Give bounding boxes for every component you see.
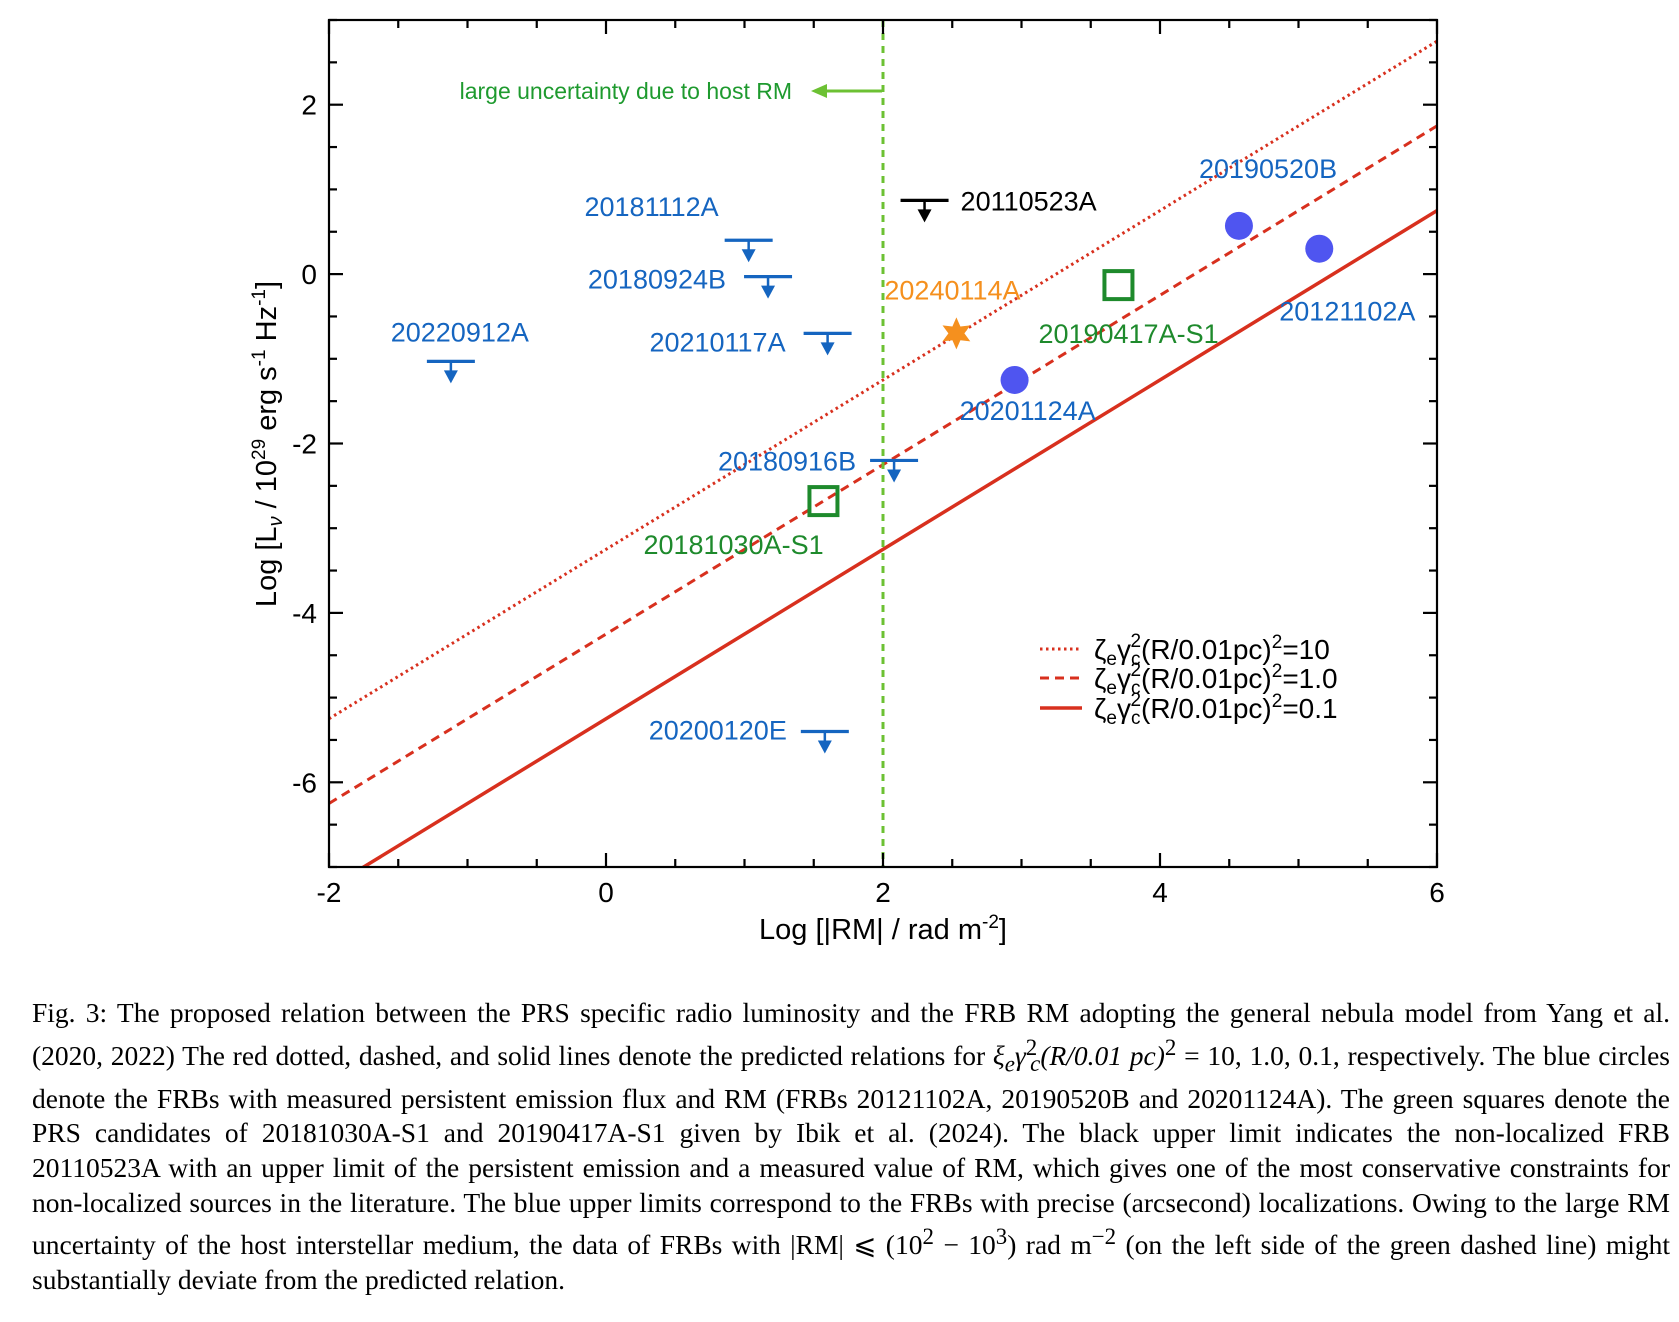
axis-ticks — [327, 18, 1439, 869]
y-axis-label-nu: ν — [265, 516, 287, 526]
measured-frb-label: 20201124A — [960, 396, 1096, 426]
x-tick-label: 2 — [875, 877, 891, 908]
caption-R: (R/0.01 pc) — [1040, 1039, 1165, 1071]
x-tick-label: 0 — [598, 877, 614, 908]
y-axis-label-close: ] — [251, 281, 283, 289]
model-line-solid — [360, 209, 1437, 867]
legend-label-10: ζeγc2(R/0.01pc)2=10 — [1094, 631, 1330, 670]
caption-text-5: (on the left side of the green dashed li… — [32, 1229, 1670, 1295]
caption-text-3: − 10 — [933, 1229, 996, 1261]
caption-sup-2: 2 — [1025, 1034, 1038, 1060]
plot-data-layer: large uncertainty due to host RM 20110523… — [329, 20, 1437, 867]
x-tick-label: 4 — [1152, 877, 1168, 908]
caption-gamma: γ — [1014, 1039, 1026, 1071]
y-axis-label-erg: erg s — [251, 366, 283, 439]
y-axis-label-exp29: 29 — [249, 439, 270, 460]
upper-limit-arrow-icon — [817, 740, 832, 754]
measured-frb-point — [1305, 234, 1334, 263]
upper-limit-label: 20110523A — [961, 186, 1097, 216]
prs-candidate-square — [1102, 269, 1135, 302]
y-tick-label: -2 — [292, 429, 317, 460]
upper-limit-arrow-icon — [761, 285, 776, 299]
caption-sub-e: e — [1004, 1051, 1015, 1077]
measured-frb-label: 20190520B — [1199, 154, 1337, 184]
upper-limit-label: 20180924B — [588, 265, 726, 295]
upper-limit-label: 20210117A — [649, 327, 785, 357]
annotation-arrow-icon — [811, 84, 827, 98]
upper-limit-label: 20220912A — [391, 317, 529, 347]
axis-tick-labels: -2 0 2 4 6 -6 -4 -2 0 2 — [292, 90, 1445, 908]
caption-text-4: ) rad m — [1007, 1229, 1092, 1261]
prs-candidate-square — [807, 485, 840, 518]
caption-sup-3: 3 — [995, 1224, 1008, 1250]
figure-caption: Fig. 3: The proposed relation between th… — [32, 996, 1670, 1298]
upper-limit-arrow-icon — [741, 249, 756, 263]
caption-xi: ξ — [992, 1039, 1005, 1071]
y-axis-label-exp-s: -1 — [249, 349, 270, 366]
upper-limit-label: 20200120E — [649, 715, 787, 745]
legend-label-1: ζeγc2(R/0.01pc)2=1.0 — [1094, 660, 1338, 699]
y-tick-label: 2 — [301, 90, 317, 121]
star-point-label: 20240114A — [884, 275, 1020, 305]
legend: ζeγc2(R/0.01pc)2=10 ζeγc2(R/0.01pc)2=1.0… — [1040, 631, 1338, 729]
upper-limit-arrow-icon — [887, 469, 902, 483]
caption-sup-m2: −2 — [1091, 1224, 1117, 1250]
y-tick-label: -4 — [292, 598, 317, 629]
x-axis-label-sup: -2 — [982, 912, 999, 933]
prs-candidate-label: 20181030A-S1 — [643, 530, 823, 560]
upper-limit-arrow-icon — [443, 370, 458, 384]
measured-frb-point — [1000, 365, 1029, 394]
measured-frb-label: 20121102A — [1279, 297, 1415, 327]
x-axis-label: Log [|RM| / rad m-2] — [759, 912, 1007, 946]
caption-sub-c: c — [1030, 1051, 1041, 1077]
legend-label-01: ζeγc2(R/0.01pc)2=0.1 — [1094, 690, 1338, 729]
chart: large uncertainty due to host RM 20110523… — [249, 18, 1445, 946]
y-tick-label: -6 — [292, 767, 317, 798]
y-axis-label-exp-hz: -1 — [249, 289, 270, 306]
y-axis-label-hz: Hz — [251, 306, 283, 350]
caption-sup-2c: 2 — [922, 1224, 934, 1250]
x-tick-label: 6 — [1429, 877, 1445, 908]
upper-limit-arrow-icon — [820, 342, 835, 356]
caption-sup-2b: 2 — [1164, 1034, 1177, 1060]
prs-candidate-label: 20190417A-S1 — [1038, 319, 1218, 349]
measured-frb-point — [1224, 211, 1253, 240]
y-tick-label: 0 — [301, 259, 317, 290]
caption-text-1: Fig. 3: The proposed relation between th… — [32, 997, 1670, 1071]
x-tick-label: -2 — [317, 877, 342, 908]
y-axis-label-ten: / 10 — [251, 460, 283, 516]
caption-text-2: = 10, 1.0, 0.1, respectively. The blue c… — [32, 1039, 1670, 1261]
upper-limit-label: 20180916B — [718, 446, 856, 476]
x-axis-label-main: Log [|RM| / rad m — [759, 914, 982, 946]
y-axis-label: Log [Lν / 1029 erg s-1 Hz-1] — [249, 281, 287, 607]
x-axis-label-close: ] — [999, 914, 1007, 946]
y-axis-label-main: Log [L — [251, 526, 283, 607]
star-point-icon — [942, 317, 971, 350]
model-line-dotted — [329, 39, 1437, 721]
upper-limit-arrow-icon — [917, 209, 932, 223]
annotation-label: large uncertainty due to host RM — [460, 78, 792, 104]
upper-limit-label: 20181112A — [585, 192, 719, 222]
